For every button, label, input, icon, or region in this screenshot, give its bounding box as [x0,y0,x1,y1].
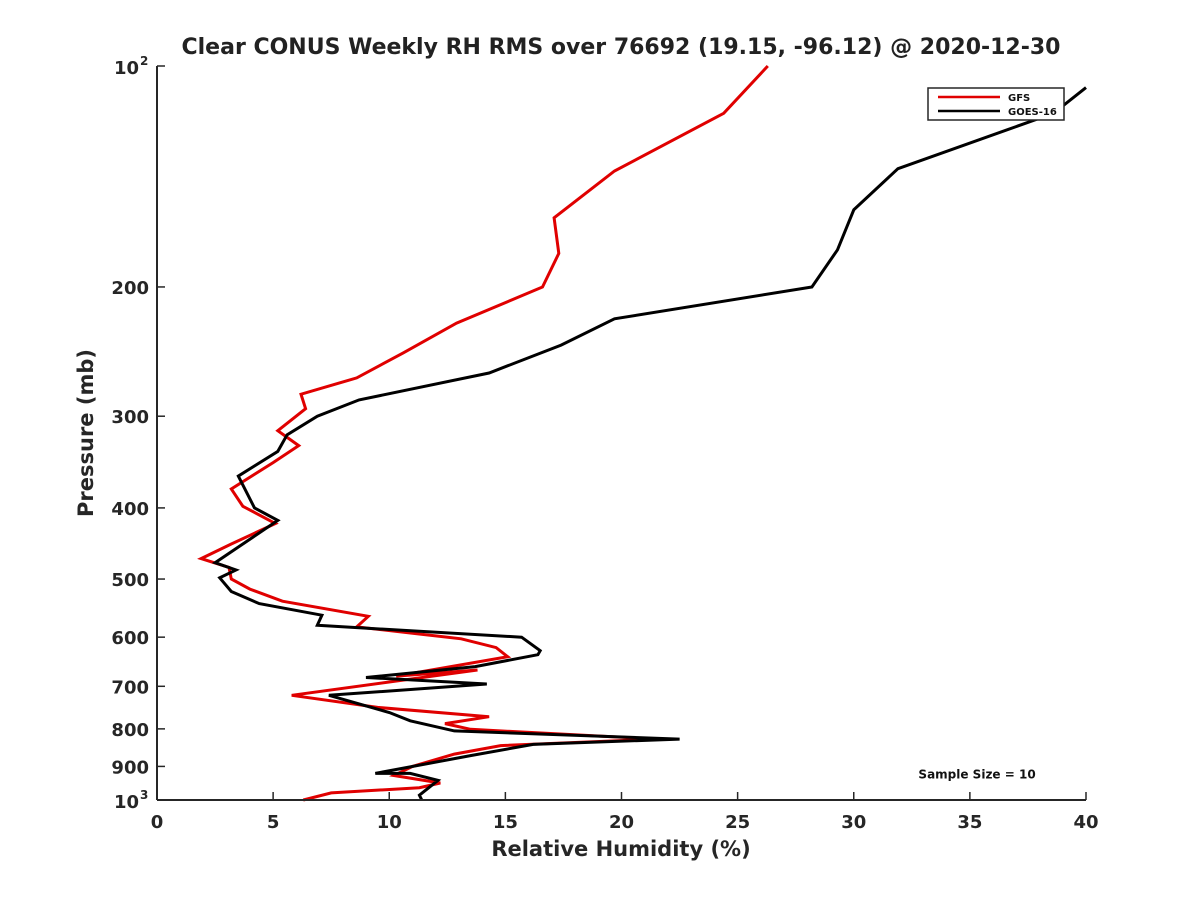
y-tick-label: 500 [111,570,149,591]
y-tick-label: 200 [111,278,149,299]
y-tick-label: 400 [111,499,149,520]
x-tick-label: 40 [1073,812,1098,833]
series-layer [197,64,1087,802]
y-tick-label: 900 [111,757,149,778]
legend-label-goes-16: GOES-16 [1008,107,1057,118]
x-tick-label: 30 [841,812,866,833]
y-tick-label: 300 [111,407,149,428]
sample-size-annotation: Sample Size = 10 [918,767,1035,781]
annotation-layer: Sample Size = 10 [918,767,1035,781]
x-tick-label: 10 [377,812,402,833]
y-tick-label: 800 [111,720,149,741]
x-tick-label: 20 [609,812,634,833]
y-tick-exponent: 3 [140,788,148,802]
x-tick-label: 25 [725,812,750,833]
series-line-gfs [197,64,769,802]
x-axis-label: Relative Humidity (%) [491,837,750,861]
legend: GFS GOES-16 [927,87,1065,121]
x-tick-label: 35 [957,812,982,833]
series-line-goes-16 [211,86,1087,801]
y-tick-label: 600 [111,628,149,649]
legend-label-gfs: GFS [1008,93,1030,104]
x-tick-label: 15 [493,812,518,833]
x-tick-label: 5 [267,812,280,833]
y-tick-exponent: 2 [140,54,148,68]
legend-box [927,87,1065,121]
y-axis-label: Pressure (mb) [74,349,98,517]
x-tick-label: 0 [151,812,164,833]
y-tick-label: 10 [114,58,139,79]
y-tick-label: 10 [114,792,139,813]
y-tick-label: 700 [111,677,149,698]
chart-title: Clear CONUS Weekly RH RMS over 76692 (19… [182,35,1061,60]
